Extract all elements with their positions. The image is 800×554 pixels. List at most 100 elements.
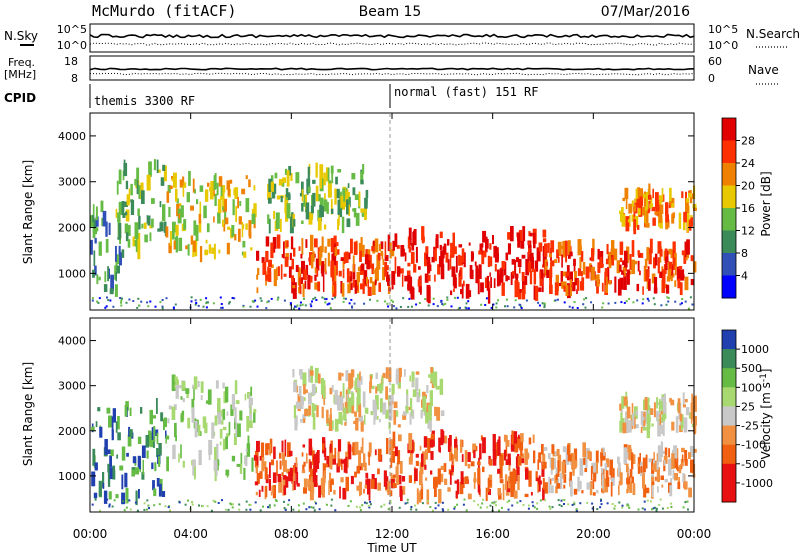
heatmap-cell <box>446 296 449 299</box>
heatmap-cell <box>343 252 346 264</box>
nsearch-label: N.Search <box>746 27 800 41</box>
heatmap-cell <box>178 213 181 219</box>
heatmap-cell <box>221 420 224 425</box>
heatmap-cell <box>631 259 635 275</box>
heatmap-cell <box>662 194 665 202</box>
heatmap-cell <box>126 194 130 206</box>
heatmap-cell <box>654 277 658 294</box>
heatmap-cell <box>367 254 371 263</box>
heatmap-cell <box>421 502 424 505</box>
heatmap-cell <box>619 420 622 433</box>
heatmap-cell <box>214 415 218 426</box>
heatmap-cell <box>226 411 229 416</box>
heatmap-cell <box>659 414 662 425</box>
heatmap-cell <box>242 305 245 308</box>
heatmap-cell <box>337 169 342 173</box>
heatmap-cell <box>571 284 574 288</box>
heatmap-cell <box>381 252 384 260</box>
heatmap-cell <box>352 442 357 456</box>
heatmap-cell <box>639 453 641 465</box>
heatmap-cell <box>315 258 320 271</box>
heatmap-cell <box>341 458 343 471</box>
heatmap-cell <box>302 464 305 472</box>
heatmap-cell <box>329 387 333 395</box>
heatmap-cell <box>665 284 670 294</box>
heatmap-cell <box>685 254 688 261</box>
heatmap-cell <box>570 480 573 497</box>
heatmap-cell <box>200 395 203 401</box>
heatmap-cell <box>343 458 347 473</box>
heatmap-cell <box>346 218 351 228</box>
heatmap-cell <box>162 164 166 171</box>
heatmap-cell <box>351 392 355 406</box>
heatmap-cell <box>137 242 141 260</box>
heatmap-cell <box>327 252 330 267</box>
heatmap-cell <box>682 506 685 509</box>
heatmap-cell <box>651 206 656 212</box>
heatmap-cell <box>486 275 489 291</box>
heatmap-cell <box>613 468 615 480</box>
heatmap-cell <box>611 477 615 486</box>
heatmap-cell <box>369 500 372 503</box>
heatmap-cell <box>491 501 494 504</box>
heatmap-cell <box>342 258 345 269</box>
heatmap-cell <box>511 504 514 507</box>
heatmap-cell <box>525 468 529 480</box>
heatmap-cell <box>354 411 357 417</box>
heatmap-cell <box>293 472 296 481</box>
heatmap-cell <box>108 503 111 506</box>
heatmap-cell <box>251 213 256 225</box>
heatmap-cell <box>394 483 397 488</box>
heatmap-cell <box>639 270 641 276</box>
heatmap-cell <box>268 504 271 507</box>
heatmap-cell <box>573 501 576 504</box>
heatmap-cell <box>220 185 223 198</box>
heatmap-cell <box>137 436 142 444</box>
heatmap-cell <box>633 209 636 217</box>
heatmap-cell <box>546 269 550 278</box>
heatmap-cell <box>420 410 423 419</box>
heatmap-cell <box>604 463 607 471</box>
heatmap-cell <box>538 480 542 485</box>
heatmap-cell <box>533 232 536 249</box>
heatmap-cell <box>132 236 135 247</box>
heatmap-cell <box>444 302 447 305</box>
heatmap-cell <box>415 508 418 511</box>
heatmap-cell <box>316 194 321 202</box>
heatmap-cell <box>440 250 444 266</box>
heatmap-cell <box>523 281 526 295</box>
heatmap-cell <box>547 453 551 459</box>
heatmap-cell <box>665 217 669 230</box>
heatmap-cell <box>551 506 554 509</box>
heatmap-cell <box>626 269 630 285</box>
heatmap-cell <box>91 471 96 487</box>
heatmap-cell <box>151 218 154 228</box>
heatmap-cell <box>107 299 110 302</box>
heatmap-cell <box>528 437 532 445</box>
heatmap-cell <box>690 402 693 419</box>
heatmap-cell <box>358 455 362 467</box>
heatmap-cell <box>671 453 675 469</box>
heatmap-cell <box>303 196 307 206</box>
heatmap-cell <box>558 503 561 506</box>
heatmap-cell <box>538 242 543 252</box>
heatmap-cell <box>637 260 640 272</box>
heatmap-cell <box>653 303 656 306</box>
heatmap-cell <box>228 301 231 304</box>
heatmap-cell <box>227 183 231 196</box>
heatmap-cell <box>426 284 431 302</box>
heatmap-cell <box>350 238 353 254</box>
heatmap-cell <box>352 279 355 288</box>
heatmap-cell <box>103 284 108 292</box>
colorbar-swatch <box>722 230 736 254</box>
heatmap-cell <box>302 444 306 448</box>
heatmap-cell <box>478 264 482 279</box>
heatmap-cell <box>95 206 98 221</box>
heatmap-cell <box>390 472 393 484</box>
heatmap-cell <box>304 389 308 394</box>
heatmap-cell <box>361 463 364 471</box>
heatmap-cell <box>394 233 398 247</box>
heatmap-cell <box>182 460 185 468</box>
heatmap-cell <box>282 460 287 472</box>
